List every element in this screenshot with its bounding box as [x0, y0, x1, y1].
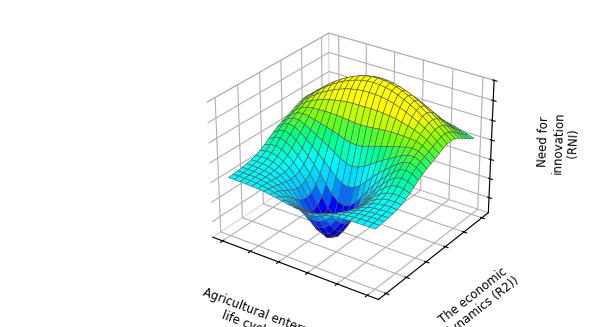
- Y-axis label: The economic
dynamics (R2)): The economic dynamics (R2)): [434, 263, 521, 327]
- X-axis label: Agricultural enterprise
life cycle (R1): Agricultural enterprise life cycle (R1): [195, 286, 330, 327]
